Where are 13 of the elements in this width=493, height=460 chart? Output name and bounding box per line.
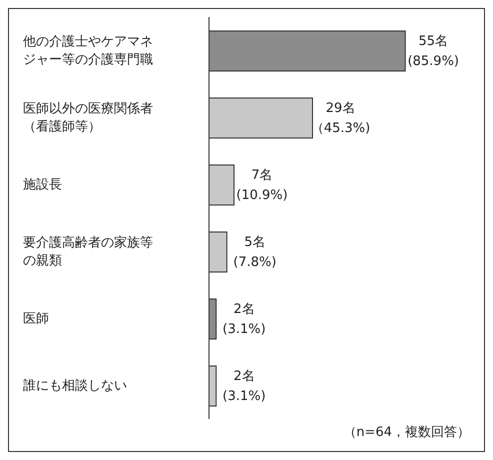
data-label: 29名（45.3%) [310, 100, 370, 136]
y-tick-label: 施設長 [23, 177, 62, 192]
data-label: 5名(7.8%) [233, 234, 276, 270]
data-label: 55名(85.9%) [408, 34, 460, 69]
data-label: 2名(3.1%) [222, 368, 266, 404]
y-tick-label: 医師 [23, 311, 49, 326]
y-tick-label: 要介護高齢者の家族等の親類 [23, 234, 153, 268]
y-tick-label: 医師以外の医療関係者（看護師等） [23, 101, 153, 134]
y-tick-label: 他の介護士やケアマネジャー等の介護専門職 [23, 34, 153, 68]
data-label: 7名(10.9%) [236, 168, 288, 203]
y-tick-label: 誰にも相談しない [23, 378, 127, 394]
data-label: 2名(3.1%) [222, 302, 266, 337]
text: （n=64，複数回答） [343, 424, 470, 441]
